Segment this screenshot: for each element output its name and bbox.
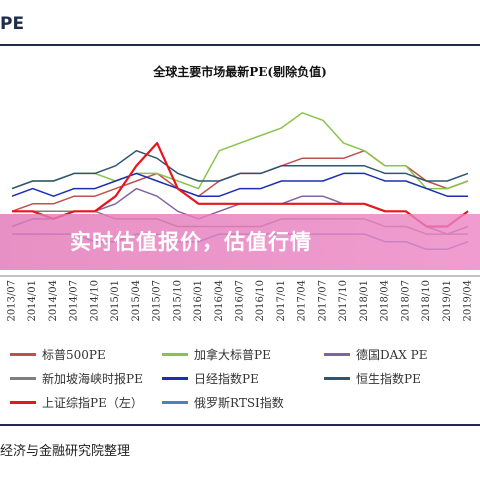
series-line-1 (11, 112, 469, 190)
series-line-4 (11, 172, 468, 197)
x-tick-label: 2015/10 (172, 280, 183, 322)
x-tick-label: 2018/04 (380, 280, 391, 322)
x-tick-label: 2017/10 (338, 280, 349, 322)
x-tick-label: 2019/01 (442, 280, 453, 322)
x-tick-label: 2016/04 (214, 280, 225, 322)
legend-swatch (10, 377, 36, 380)
bottom-rule (0, 424, 480, 426)
legend-label: 恒生指数PE (356, 372, 421, 386)
x-tick-label: 2014/01 (27, 280, 38, 322)
x-tick-label: 2017/07 (317, 280, 328, 322)
source-note: 经济与金融研究院整理 (0, 444, 131, 459)
legend-item: 俄罗斯RTSI指数 (162, 394, 284, 411)
legend-item: 日经指数PE (162, 370, 259, 387)
legend-label: 标普500PE (42, 348, 106, 362)
legend-item: 新加坡海峡时报PE (10, 370, 143, 387)
x-tick-label: 2017/04 (297, 280, 308, 322)
legend-swatch (10, 401, 36, 404)
line-chart: 2013/07 2014/01 2014/04 2014/07 2014/10 2015/… (0, 112, 480, 322)
x-tick-label: 2019/04 (463, 280, 474, 322)
legend-label: 德国DAX PE (356, 348, 428, 362)
section-label: PE (0, 14, 25, 34)
x-tick-label: 2017/01 (276, 280, 287, 322)
x-tick-label: 2018/01 (359, 280, 370, 322)
promo-banner: 实时估值报价，估值行情 (0, 214, 480, 270)
x-tick-label: 2016/01 (193, 280, 204, 322)
legend-item: 标普500PE (10, 346, 106, 363)
x-tick-label: 2014/04 (48, 280, 59, 322)
legend-swatch (10, 353, 36, 356)
legend-swatch (162, 353, 188, 356)
legend-label: 上证综指PE（左） (42, 396, 143, 410)
legend-item: 德国DAX PE (324, 346, 427, 363)
legend-item: 加拿大标普PE (162, 346, 271, 363)
legend-swatch (162, 401, 188, 404)
x-tick-label: 2016/07 (235, 280, 246, 322)
x-tick-label: 2013/07 (7, 280, 18, 322)
legend-item: 上证综指PE（左） (10, 394, 143, 411)
legend-swatch (324, 377, 350, 380)
top-rule (0, 44, 480, 46)
x-tick-label: 2018/10 (421, 280, 432, 322)
x-tick-label: 2016/10 (255, 280, 266, 322)
legend-label: 加拿大标普PE (194, 348, 271, 362)
x-tick-label: 2014/07 (69, 280, 80, 322)
legend-label: 日经指数PE (194, 372, 259, 386)
x-tick-label: 2018/07 (400, 280, 411, 322)
legend-item: 恒生指数PE (324, 370, 421, 387)
legend-swatch (162, 377, 188, 380)
x-tick-label: 2015/04 (131, 280, 142, 322)
series-line-6 (12, 141, 469, 228)
legend-swatch (324, 353, 350, 356)
banner-text: 实时估值报价，估值行情 (70, 230, 312, 254)
x-tick-label: 2014/10 (89, 280, 100, 322)
x-tick-label: 2015/01 (110, 280, 121, 322)
x-tick-label: 2015/07 (152, 280, 163, 322)
legend-label: 俄罗斯RTSI指数 (194, 396, 284, 410)
legend-label: 新加坡海峡时报PE (42, 372, 143, 386)
chart-title: 全球主要市场最新PE(剔除负值) (153, 65, 327, 79)
chart-legend: 标普500PE 加拿大标普PE 德国DAX PE 新加坡海峡时报PE 日经指数PE 恒生指… (0, 340, 480, 420)
series-line-5 (11, 149, 469, 190)
